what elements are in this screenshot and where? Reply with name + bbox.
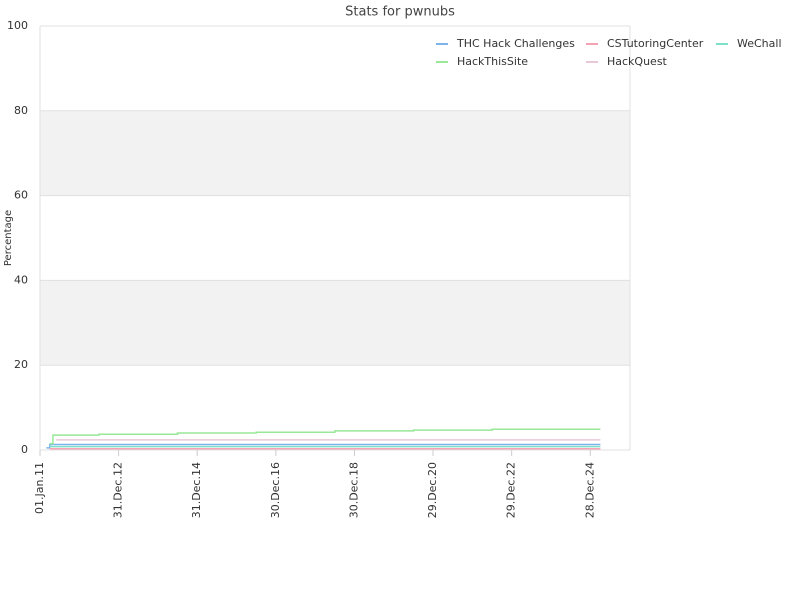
x-tick-label: 31.Dec.14 [190, 462, 203, 518]
y-tick-label: 80 [14, 104, 28, 117]
x-tick-label: 29.Dec.20 [426, 462, 439, 518]
legend-label: WeChall [737, 37, 782, 50]
chart-title: Stats for pwnubs [345, 5, 455, 20]
x-tick-label: 28.Dec.24 [583, 462, 596, 518]
x-tick-label: 30.Dec.16 [269, 462, 282, 518]
legend-label: THC Hack Challenges [456, 37, 575, 50]
x-tick-label: 01.Jan.11 [33, 462, 46, 514]
y-tick-label: 60 [14, 189, 28, 202]
legend-label: HackThisSite [457, 55, 528, 68]
y-tick-label: 40 [14, 273, 28, 286]
x-tick-label: 29.Dec.22 [505, 462, 518, 518]
legend-label: HackQuest [607, 55, 668, 68]
series-line [49, 428, 601, 445]
plot-band [40, 280, 630, 366]
y-tick-label: 0 [21, 443, 28, 456]
y-tick-label: 20 [14, 358, 28, 371]
x-tick-label: 30.Dec.18 [347, 462, 360, 518]
y-tick-label: 100 [7, 19, 28, 32]
bands [40, 110, 630, 366]
y-axis-label: Percentage [3, 210, 14, 266]
plot-band [40, 110, 630, 196]
x-tick-label: 31.Dec.12 [112, 462, 125, 518]
legend-label: CSTutoringCenter [607, 37, 704, 50]
